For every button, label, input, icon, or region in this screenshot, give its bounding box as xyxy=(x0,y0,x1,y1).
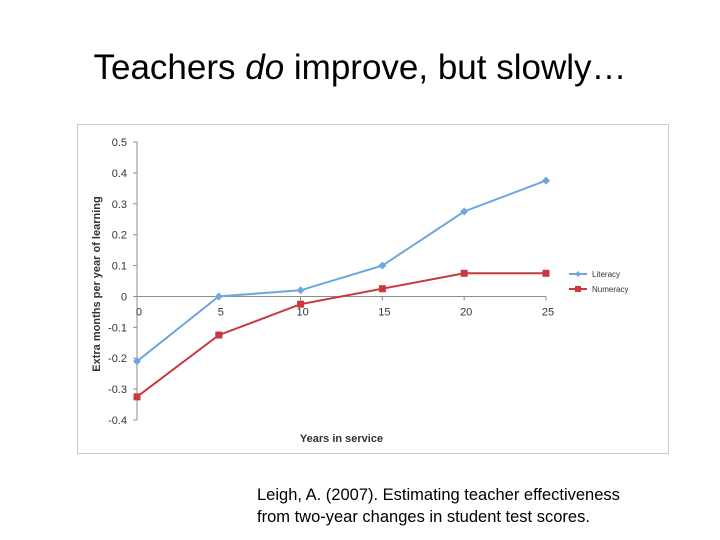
y-tick-label: 0.4 xyxy=(112,168,127,180)
numeracy-point xyxy=(542,269,550,277)
line-chart: 0.5 0.4 0.3 0.2 0.1 0 -0.1 -0.2 -0.3 -0.4 0 5 10 15 20… xyxy=(91,137,628,445)
literacy-point xyxy=(542,176,550,185)
y-tick-label: 0.2 xyxy=(112,230,127,242)
citation-line-1: Leigh, A. (2007). Estimating teacher eff… xyxy=(257,486,620,504)
x-tick-label: 5 xyxy=(218,306,224,318)
y-axis-title: Extra months per year of learning xyxy=(91,196,103,371)
x-tick-label: 25 xyxy=(542,306,554,318)
x-tick-label: 0 xyxy=(136,306,142,318)
literacy-point xyxy=(214,292,223,301)
x-tick-label: 15 xyxy=(378,306,390,318)
numeracy-point xyxy=(297,300,305,308)
x-tick-label: 20 xyxy=(460,306,472,318)
y-tick-label: -0.4 xyxy=(108,415,127,427)
literacy-point xyxy=(460,207,469,216)
y-tick-label: -0.1 xyxy=(108,322,127,334)
literacy-point xyxy=(296,286,305,295)
literacy-line xyxy=(136,179,547,363)
slide-title-start: Teachers xyxy=(93,48,246,87)
numeracy-point xyxy=(460,269,468,277)
legend-numeracy-label: Numeracy xyxy=(592,285,628,294)
y-tick-label: 0 xyxy=(121,291,127,303)
slide-title-emphasis: do xyxy=(245,48,285,87)
citation-line-2: from two-year changes in student test sc… xyxy=(257,508,590,526)
numeracy-point xyxy=(133,393,141,401)
slide-title: Teachers do improve, but slowly… xyxy=(0,46,720,90)
y-tick-label: 0.3 xyxy=(112,199,127,211)
numeracy-point xyxy=(215,331,223,339)
y-tick-label: 0.5 xyxy=(112,137,127,149)
legend-numeracy-marker xyxy=(575,286,581,292)
literacy-point xyxy=(133,357,141,366)
y-tick-label: -0.2 xyxy=(108,353,127,365)
numeracy-point xyxy=(378,285,386,293)
slide-title-end: improve, but slowly… xyxy=(284,48,627,87)
literacy-point xyxy=(378,261,387,270)
legend-literacy-label: Literacy xyxy=(592,270,620,279)
y-tick-label: 0.1 xyxy=(112,261,127,273)
legend-literacy-marker xyxy=(575,271,581,277)
y-tick-label: -0.3 xyxy=(108,384,127,396)
x-tick-label: 10 xyxy=(296,306,308,318)
x-axis-title: Years in service xyxy=(300,433,383,445)
citation: Leigh, A. (2007). Estimating teacher eff… xyxy=(257,484,697,528)
numeracy-line xyxy=(136,272,546,398)
chart-frame: 0.5 0.4 0.3 0.2 0.1 0 -0.1 -0.2 -0.3 -0.4 0 5 10 15 20… xyxy=(77,124,669,454)
